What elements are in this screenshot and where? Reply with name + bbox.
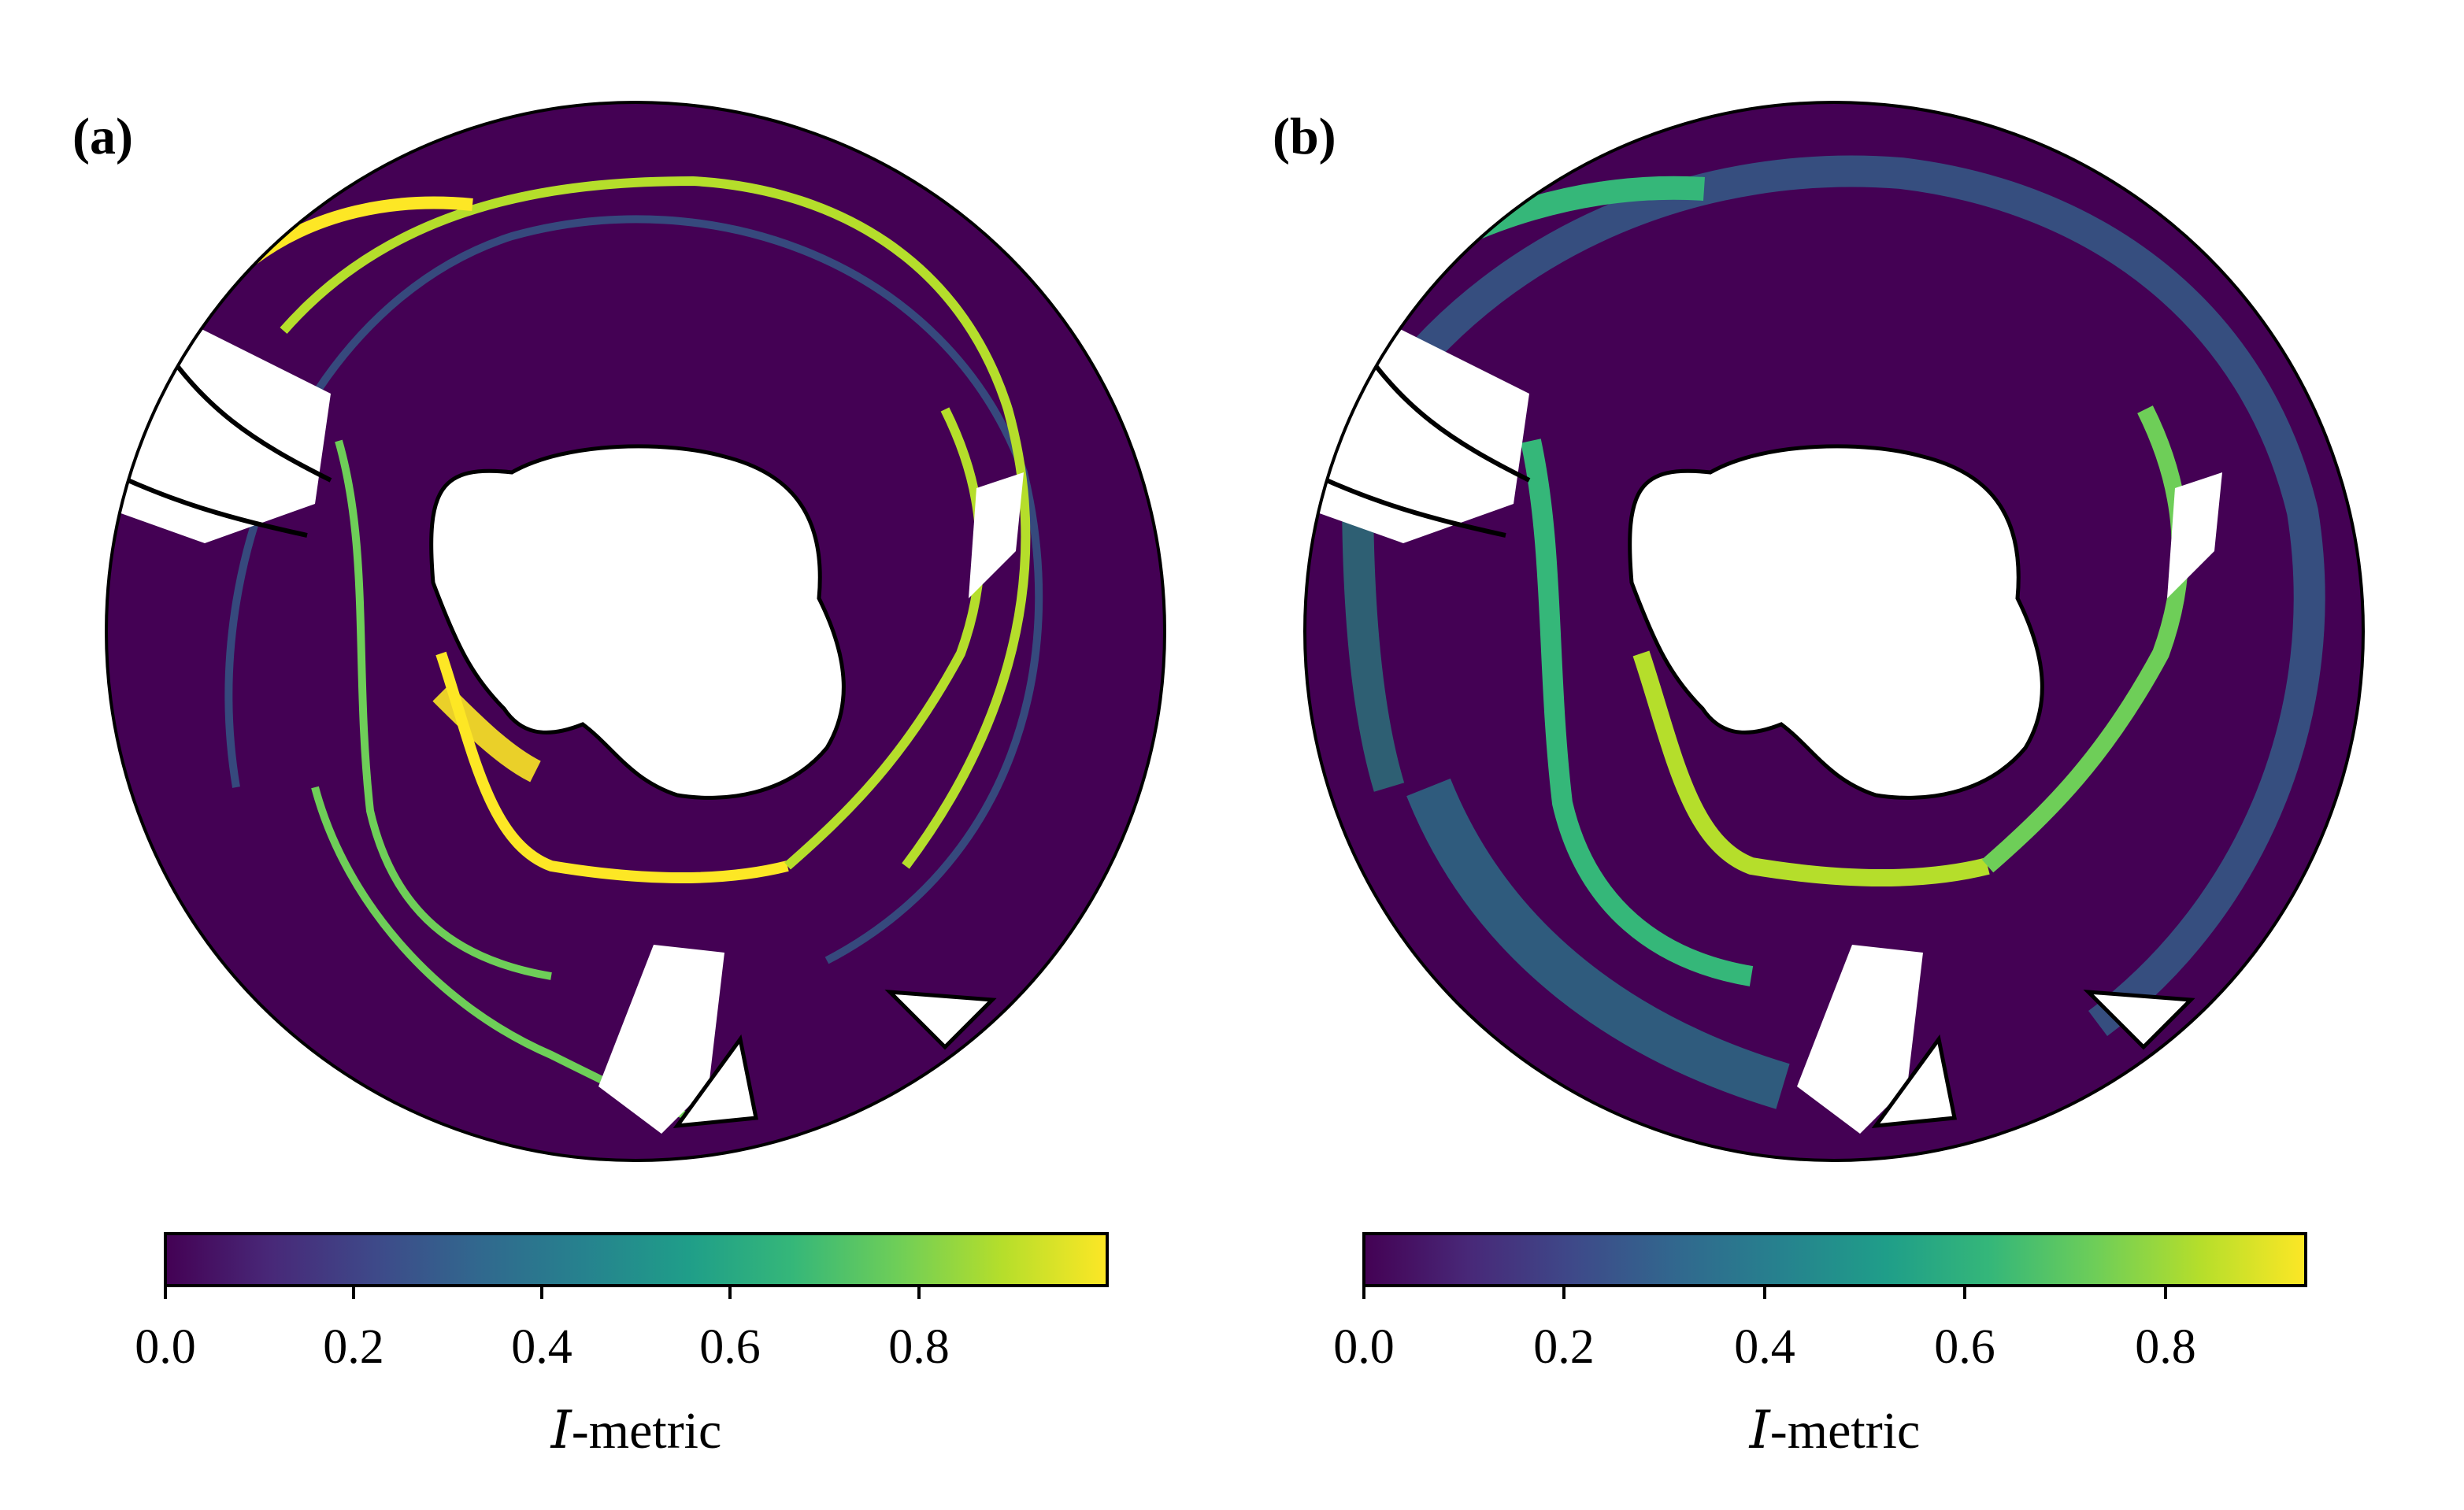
- panel-a: (a): [72, 101, 1166, 1461]
- map-field: [1305, 102, 2363, 1160]
- colorbar-tick-label: 0.6: [1934, 1320, 1995, 1374]
- panel-label: (b): [1273, 108, 1336, 165]
- colorbar-tick-label: 0.4: [1734, 1320, 1795, 1374]
- colorbar-tick-label: 0.6: [699, 1320, 761, 1374]
- colorbar-tick-label: 0.8: [888, 1320, 950, 1374]
- panel-label: (a): [72, 108, 133, 165]
- colorbar-title: I-metric: [1750, 1400, 1921, 1461]
- colorbar: [164, 1232, 1109, 1287]
- colorbar-tick-label: 0.8: [2135, 1320, 2196, 1374]
- panel-b: (b): [1232, 0, 2463, 1510]
- polar-map: [1303, 101, 2365, 1299]
- colorbar-tick-label: 0.0: [1333, 1320, 1395, 1374]
- colorbar-tick-label: 0.4: [511, 1320, 572, 1374]
- map-field: [106, 102, 1165, 1160]
- colorbar-title: I-metric: [551, 1400, 722, 1461]
- colorbar-tick-label: 0.0: [135, 1320, 196, 1374]
- colorbar-ticks: [1362, 1286, 2167, 1299]
- metric-symbol: I: [550, 1400, 572, 1460]
- colorbar-ticks: [164, 1286, 921, 1299]
- metric-suffix: -metric: [1769, 1402, 1921, 1460]
- colorbar: [1362, 1232, 2307, 1287]
- metric-suffix: -metric: [571, 1402, 722, 1460]
- colorbar-tick-label: 0.2: [323, 1320, 384, 1374]
- colorbar-tick-label: 0.2: [1533, 1320, 1595, 1374]
- metric-symbol: I: [1749, 1400, 1770, 1460]
- polar-map: [105, 101, 1166, 1299]
